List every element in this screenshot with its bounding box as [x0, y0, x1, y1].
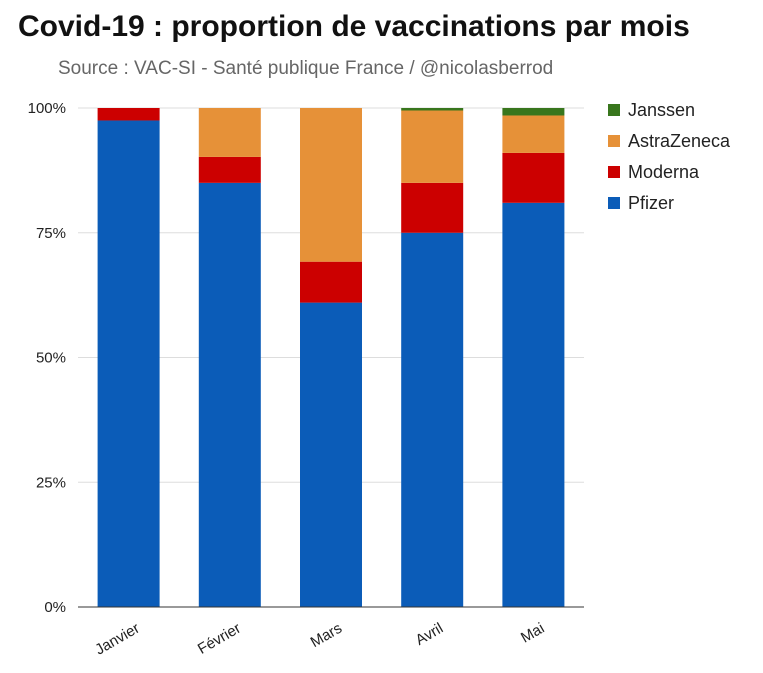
- y-tick-label: 50%: [36, 350, 66, 367]
- bar-astrazeneca-mai: [502, 115, 565, 153]
- y-tick-label: 25%: [36, 474, 66, 491]
- legend-swatch-janssen: [608, 104, 620, 116]
- bar-janssen-avril: [401, 108, 464, 111]
- legend: Janssen AstraZeneca Moderna Pfizer: [608, 100, 731, 213]
- bar-astrazeneca-mars: [300, 108, 362, 262]
- y-tick-label: 100%: [28, 100, 66, 117]
- bar-moderna-mai: [502, 152, 565, 203]
- y-tick-labels: 0% 25% 50% 75% 100%: [28, 100, 66, 616]
- x-tick-label: Mai: [518, 620, 547, 647]
- legend-swatch-astrazeneca: [608, 135, 620, 147]
- bars: [97, 108, 565, 607]
- y-tick-label: 75%: [36, 225, 66, 242]
- bar-moderna-janvier: [97, 108, 160, 121]
- legend-swatch-moderna: [608, 166, 620, 178]
- bar-moderna-mars: [300, 261, 362, 303]
- legend-label-astrazeneca: AstraZeneca: [628, 131, 731, 151]
- x-tick-label: Mars: [308, 620, 345, 651]
- legend-label-moderna: Moderna: [628, 162, 700, 182]
- x-tick-label: Janvier: [92, 620, 142, 659]
- x-tick-label: Avril: [413, 620, 447, 649]
- bar-astrazeneca-avril: [401, 110, 464, 183]
- bar-pfizer-mars: [300, 302, 362, 607]
- bar-pfizer-février: [198, 182, 261, 607]
- legend-label-janssen: Janssen: [628, 100, 695, 120]
- x-tick-labels: Janvier Février Mars Avril Mai: [92, 620, 547, 659]
- bar-moderna-avril: [401, 182, 464, 233]
- y-tick-label: 0%: [44, 599, 66, 616]
- chart-subtitle: Source : VAC-SI - Santé publique France …: [58, 58, 554, 79]
- bar-pfizer-avril: [401, 232, 464, 607]
- legend-swatch-pfizer: [608, 197, 620, 209]
- x-tick-label: Février: [195, 620, 244, 658]
- bar-moderna-février: [198, 156, 261, 183]
- bar-astrazeneca-février: [198, 108, 261, 157]
- legend-label-pfizer: Pfizer: [628, 193, 674, 213]
- bar-janssen-mai: [502, 108, 565, 116]
- bar-pfizer-mai: [502, 202, 565, 607]
- chart-title: Covid-19 : proportion de vaccinations pa…: [18, 10, 690, 43]
- bar-pfizer-janvier: [97, 120, 160, 607]
